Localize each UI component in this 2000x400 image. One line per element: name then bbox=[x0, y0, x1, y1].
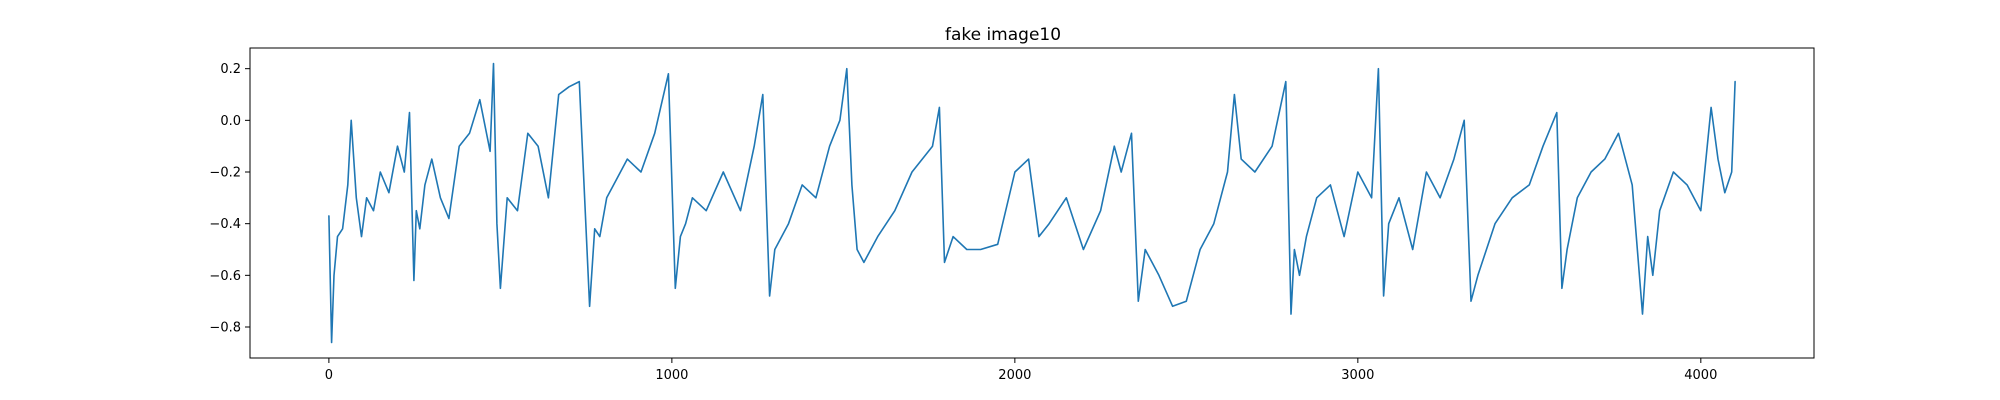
y-tick-label: 0.2 bbox=[220, 62, 241, 77]
x-tick-label: 2000 bbox=[998, 368, 1031, 383]
y-tick-label: −0.4 bbox=[209, 217, 241, 232]
axes-frame bbox=[249, 47, 1815, 359]
y-tick-label: −0.8 bbox=[209, 321, 241, 336]
x-tick-label: 0 bbox=[325, 368, 333, 383]
x-axis: 0 1000 2000 3000 4000 bbox=[325, 358, 1717, 383]
x-tick-label: 3000 bbox=[1341, 368, 1374, 383]
y-axis: 0.2 0.0 −0.2 −0.4 −0.6 −0.8 bbox=[209, 62, 250, 336]
plot-area bbox=[328, 62, 1736, 344]
x-tick-label: 1000 bbox=[655, 368, 688, 383]
y-tick-label: −0.2 bbox=[209, 166, 241, 181]
series-line-0 bbox=[328, 62, 1736, 344]
y-tick-label: −0.6 bbox=[209, 269, 241, 284]
x-tick-label: 4000 bbox=[1684, 368, 1717, 383]
chart-title: fake image10 bbox=[945, 25, 1061, 45]
y-tick-label: 0.0 bbox=[220, 114, 241, 129]
